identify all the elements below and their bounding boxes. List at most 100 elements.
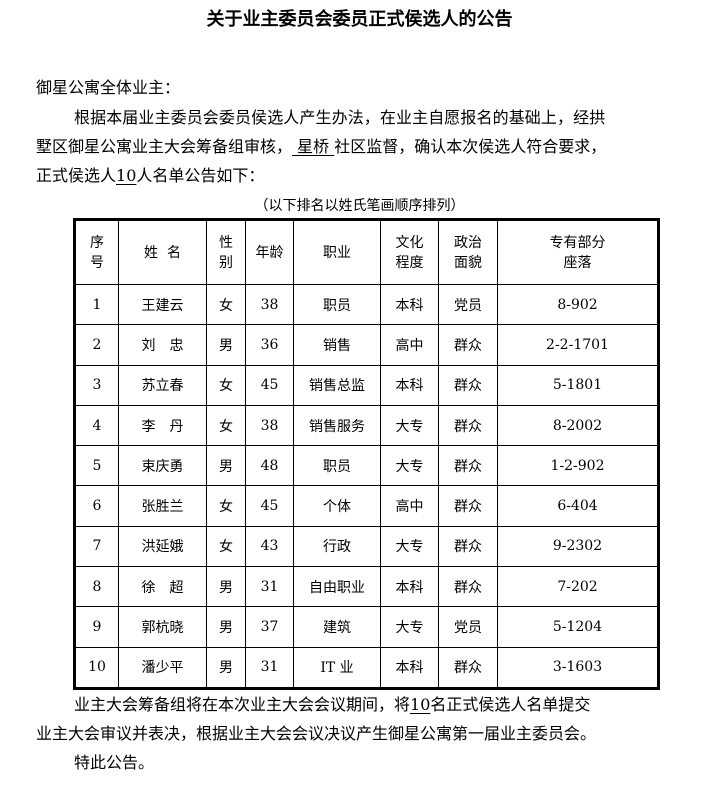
cell-occupation: 销售 xyxy=(293,324,381,366)
cell-name: 王建云 xyxy=(118,283,207,326)
header-name: 姓 名 xyxy=(118,219,207,285)
cell-occupation: 职员 xyxy=(293,283,381,326)
cell-unit-location: 7-202 xyxy=(497,566,659,608)
cell-occupation: 自由职业 xyxy=(293,566,381,608)
cell-unit-location: 8-902 xyxy=(497,283,659,326)
table-row: 7 洪延娥女 43 行政 大专 群众 9-2302 xyxy=(74,525,659,568)
table-caption: （以下排名以姓氏笔画顺序排列） xyxy=(254,198,465,214)
cell-political-status: 群众 xyxy=(438,646,498,689)
cell-seq: 1 xyxy=(74,283,119,326)
cell-unit-location: 5-1801 xyxy=(497,364,659,406)
cell-political-status: 群众 xyxy=(438,445,498,487)
cell-occupation: 销售总监 xyxy=(293,364,381,406)
header-education: 文化 程度 xyxy=(380,219,439,285)
cell-unit-location: 8-2002 xyxy=(497,404,659,447)
cell-gender: 女 xyxy=(206,485,246,527)
cell-education: 高中 xyxy=(380,485,439,527)
header-text: 职业 xyxy=(323,244,351,261)
closing-text: 名正式侯选人名单提交 xyxy=(430,695,591,714)
cell-name: 苏立春 xyxy=(118,364,207,406)
cell-age: 38 xyxy=(245,404,294,447)
cell-seq: 7 xyxy=(74,525,119,568)
intro-line-2: 墅区御星公寓业主大会筹备组审核， 星桥 社区监督，确认本次侯选人符合要求， xyxy=(36,137,606,157)
cell-unit-location: 3-1603 xyxy=(497,646,659,689)
cell-age: 38 xyxy=(245,283,294,326)
cell-name: 徐 超 xyxy=(118,566,207,608)
cell-education: 本科 xyxy=(380,646,439,689)
cell-seq: 4 xyxy=(74,404,119,447)
cell-name: 洪延娥 xyxy=(118,525,207,568)
cell-political-status: 群众 xyxy=(438,566,498,608)
table-row: 9 郭杭晓男 37 建筑 大专 党员 5-1204 xyxy=(74,606,659,648)
cell-age: 31 xyxy=(245,646,294,689)
cell-education: 本科 xyxy=(380,364,439,406)
cell-name: 潘少平 xyxy=(118,646,207,689)
cell-name: 李 丹 xyxy=(118,404,207,447)
cell-age: 36 xyxy=(245,324,294,366)
cell-gender: 男 xyxy=(206,646,246,689)
cell-gender: 男 xyxy=(206,445,246,487)
cell-age: 45 xyxy=(245,364,294,406)
cell-gender: 男 xyxy=(206,566,246,608)
community-name: 星桥 xyxy=(292,137,334,156)
cell-age: 45 xyxy=(245,485,294,527)
cell-political-status: 群众 xyxy=(438,525,498,568)
cell-unit-location: 1-2-902 xyxy=(497,445,659,487)
cell-unit-location: 5-1204 xyxy=(497,606,659,648)
cell-gender: 男 xyxy=(206,606,246,648)
table-row: 3 苏立春女 45 销售总监 本科 群众 5-1801 xyxy=(74,364,659,406)
cell-name: 束庆勇 xyxy=(118,445,207,487)
cell-occupation: 职员 xyxy=(293,445,381,487)
header-text: 序 xyxy=(90,234,104,251)
table-header-row: 序号姓 名性别年龄 职业 文化 程度 政治 面貌 专有部分 座落 xyxy=(74,219,659,285)
header-text: 性 xyxy=(219,234,233,251)
intro-text: 正式侯选人 xyxy=(36,166,117,185)
closing-line-3: 特此公告。 xyxy=(74,753,155,772)
cell-seq: 5 xyxy=(74,445,119,487)
cell-education: 高中 xyxy=(380,324,439,366)
closing-text: 业主大会筹备组将在本次业主大会会议期间，将 xyxy=(74,695,411,714)
cell-age: 31 xyxy=(245,566,294,608)
intro-text: 墅区御星公寓业主大会筹备组审核， xyxy=(36,137,293,156)
intro-line-1: 根据本届业主委员会委员侯选人产生办法，在业主自愿报名的基础上，经拱 xyxy=(74,108,606,127)
cell-age: 37 xyxy=(245,606,294,648)
cell-name: 张胜兰 xyxy=(118,485,207,527)
intro-text: 社区监督，确认本次侯选人符合要求， xyxy=(334,137,607,156)
cell-political-status: 群众 xyxy=(438,404,498,447)
table-row: 6 张胜兰女 45 个体 高中 群众 6-404 xyxy=(74,485,659,527)
salutation: 御星公寓全体业主： xyxy=(36,78,181,97)
cell-education: 本科 xyxy=(380,566,439,608)
cell-education: 大专 xyxy=(380,445,439,487)
header-text: 面貌 xyxy=(454,254,482,271)
cell-age: 48 xyxy=(245,445,294,487)
header-text: 号 xyxy=(90,254,104,271)
closing-line-1: 业主大会筹备组将在本次业主大会会议期间，将10名正式侯选人名单提交 xyxy=(74,695,590,715)
cell-political-status: 群众 xyxy=(438,485,498,527)
table-row: 10 潘少平男 31 IT 业本科 群众 3-1603 xyxy=(74,646,659,689)
cell-occupation: 个体 xyxy=(293,485,381,527)
cell-name: 刘 忠 xyxy=(118,324,207,366)
header-text: 专有部分 xyxy=(549,234,606,251)
cell-unit-location: 9-2302 xyxy=(497,525,659,568)
header-text: 程度 xyxy=(395,254,424,271)
cell-education: 本科 xyxy=(380,283,439,326)
header-political-status: 政治 面貌 xyxy=(438,219,498,285)
closing-line-2: 业主大会审议并表决，根据业主大会会议决议产生御星公寓第一届业主委员会。 xyxy=(36,724,597,743)
intro-line-3: 正式侯选人10人名单公告如下： xyxy=(36,166,264,186)
table-row: 1 王建云女 38 职员 本科 党员 8-902 xyxy=(74,283,659,326)
cell-political-status: 群众 xyxy=(438,364,498,406)
cell-age: 43 xyxy=(245,525,294,568)
cell-seq: 3 xyxy=(74,364,119,406)
cell-occupation: 行政 xyxy=(293,525,381,568)
cell-seq: 2 xyxy=(74,324,119,366)
page-title: 关于业主委员会委员正式侯选人的公告 xyxy=(206,9,513,30)
cell-gender: 女 xyxy=(206,364,246,406)
cell-education: 大专 xyxy=(380,606,439,648)
cell-seq: 6 xyxy=(74,485,119,527)
cell-gender: 男 xyxy=(206,324,246,366)
header-text: 政治 xyxy=(454,234,482,251)
cell-occupation: 建筑 xyxy=(293,606,381,648)
cell-political-status: 党员 xyxy=(438,283,498,326)
